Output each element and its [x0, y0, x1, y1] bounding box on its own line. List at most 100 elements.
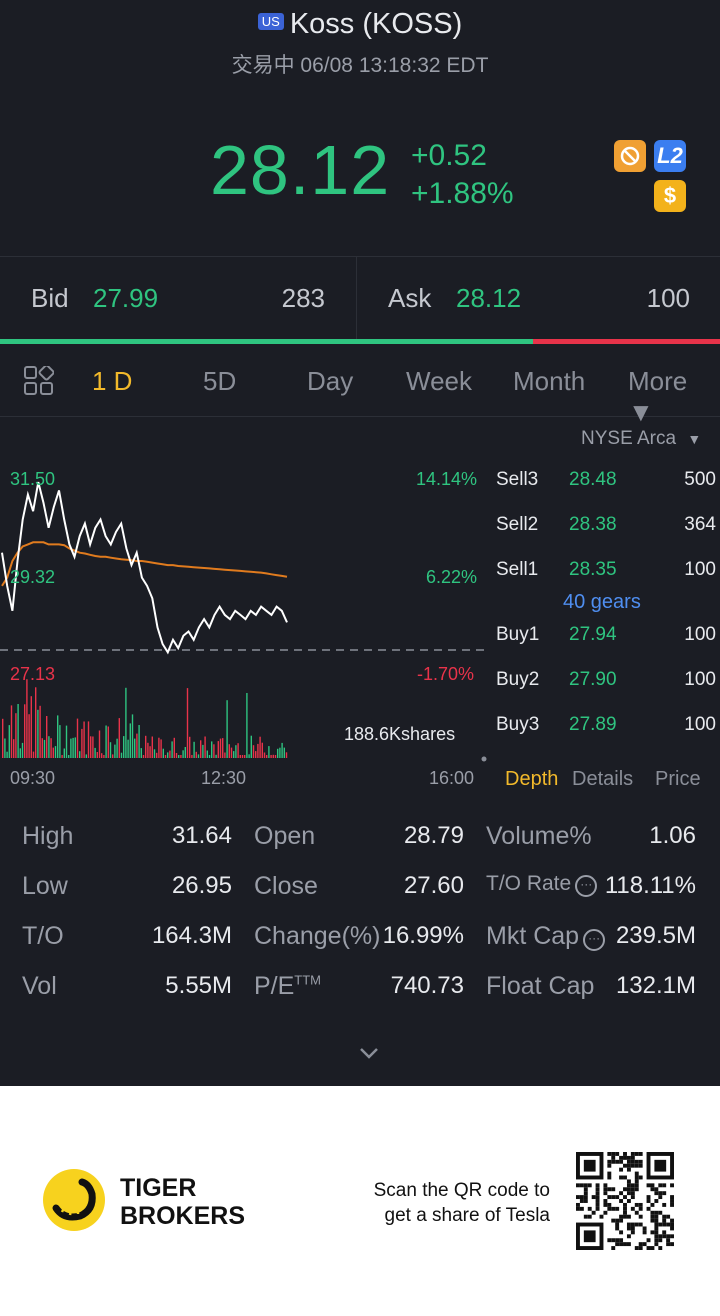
qr-module [595, 1202, 600, 1207]
volume-bar [182, 750, 184, 758]
volume-bar [241, 755, 244, 758]
qr-module [619, 1238, 624, 1243]
tab-week[interactable]: Week [406, 366, 472, 396]
orderbook-price: 28.35 [569, 559, 617, 580]
qr-module [619, 1167, 624, 1172]
volume-bar [197, 754, 200, 758]
qr-module [658, 1195, 663, 1200]
tab-5d[interactable]: 5D [203, 366, 237, 396]
qr-module [583, 1195, 588, 1200]
volume-bar [186, 688, 189, 758]
qr-module [630, 1187, 635, 1192]
dollar-icon[interactable]: $ [654, 180, 686, 212]
volume-bar [13, 739, 15, 758]
qr-module [626, 1199, 631, 1203]
y-left-low: 27.13 [10, 664, 56, 684]
qr-module [670, 1234, 674, 1239]
orderbook-label: Buy2 [496, 669, 540, 690]
info-dots-icon[interactable]: ··· [583, 929, 606, 951]
gears-toggle[interactable]: 40 gears [563, 591, 641, 613]
level2-icon[interactable]: L2 [654, 140, 686, 172]
ask-qty: 100 [646, 283, 690, 313]
volume-bar [6, 751, 8, 758]
qr-module [654, 1214, 659, 1219]
orderbook-qty: 100 [684, 714, 716, 735]
ask-cell[interactable]: Ask 28.12 100 [358, 257, 720, 340]
qr-module [576, 1206, 580, 1211]
y-left-mid: 29.32 [10, 567, 56, 587]
qr-finder [654, 1159, 667, 1172]
volume-bar [215, 754, 217, 758]
qr-code[interactable] [576, 1152, 674, 1250]
qr-module [607, 1187, 612, 1192]
tab-month[interactable]: Month [513, 366, 586, 396]
qr-module [607, 1163, 612, 1168]
volume-bar [219, 738, 222, 758]
volume-bar [107, 726, 109, 758]
qr-module [615, 1226, 620, 1231]
orderbook-row: Sell2 28.38 364 [496, 514, 720, 544]
stat-volpct-value: 1.06 [649, 822, 696, 849]
volume-bar [147, 742, 149, 758]
y-right-high: 14.14% [416, 469, 478, 489]
intraday-chart[interactable] [0, 418, 490, 798]
subtab-depth[interactable]: Depth [505, 768, 559, 790]
qr-module [576, 1202, 580, 1207]
info-dots-icon[interactable]: ··· [575, 875, 598, 897]
volume-bar [277, 748, 279, 758]
stat-close-value: 27.60 [403, 872, 464, 899]
orderbook-row: Sell1 28.35 100 [496, 559, 720, 589]
qr-module [654, 1199, 659, 1203]
tab-1d[interactable]: 1 D [92, 366, 133, 396]
exchange-selector[interactable]: NYSE Arca ▼ [581, 428, 701, 450]
subtab-details[interactable]: Details [572, 768, 634, 790]
qr-module [623, 1175, 627, 1180]
qr-module [634, 1171, 639, 1176]
qr-module [634, 1163, 639, 1168]
volume-bar [266, 755, 268, 758]
volume-label: 188.6Kshares [344, 724, 456, 744]
volume-bar [21, 742, 24, 758]
qr-module [603, 1199, 608, 1203]
period-tabs: 1 D 5D Day Week Month More ▼ [0, 344, 720, 427]
bid-ask-bar[interactable]: Bid 27.99 283 Ask 28.12 100 [0, 256, 720, 340]
qr-module [642, 1230, 647, 1235]
qr-module [666, 1234, 671, 1239]
volume-bar [72, 737, 74, 758]
volume-bar [74, 737, 76, 758]
orderbook-qty: 100 [684, 669, 716, 690]
qr-module [587, 1206, 592, 1211]
volume-bar [257, 743, 259, 758]
qr-module [654, 1222, 659, 1227]
volume-bar [180, 755, 182, 758]
qr-module [626, 1191, 631, 1196]
stock-title-row: US Koss (KOSS) [0, 8, 720, 41]
volume-bar [233, 751, 235, 758]
qr-module [626, 1183, 631, 1188]
tab-day[interactable]: Day [307, 366, 354, 396]
tab-more[interactable]: More ▼ [628, 366, 688, 427]
qr-module [650, 1183, 655, 1188]
qr-finder [583, 1230, 596, 1243]
qr-module [626, 1155, 631, 1160]
subtab-price[interactable]: Price [655, 768, 701, 790]
volume-bar [153, 749, 156, 758]
qr-module [615, 1206, 620, 1211]
last-price: 28.12 [210, 131, 391, 209]
qr-module [630, 1191, 635, 1196]
no-short-icon[interactable] [614, 140, 646, 172]
qr-module [658, 1191, 663, 1196]
qr-module [587, 1214, 592, 1219]
volume-bar [208, 755, 211, 758]
qr-module [670, 1218, 674, 1223]
trading-status: 交易中 06/08 13:18:32 EDT [231, 54, 489, 77]
volume-bar [142, 755, 145, 758]
qr-module [615, 1218, 620, 1223]
stat-volpct-label: Volume% [486, 822, 592, 850]
expand-chevron-icon[interactable] [358, 1042, 380, 1064]
layout-grid-icon[interactable] [24, 366, 54, 396]
volume-bar [140, 748, 142, 758]
exchange-name: NYSE Arca [581, 428, 677, 449]
qr-module [654, 1210, 659, 1215]
bid-cell[interactable]: Bid 27.99 283 [0, 257, 357, 340]
